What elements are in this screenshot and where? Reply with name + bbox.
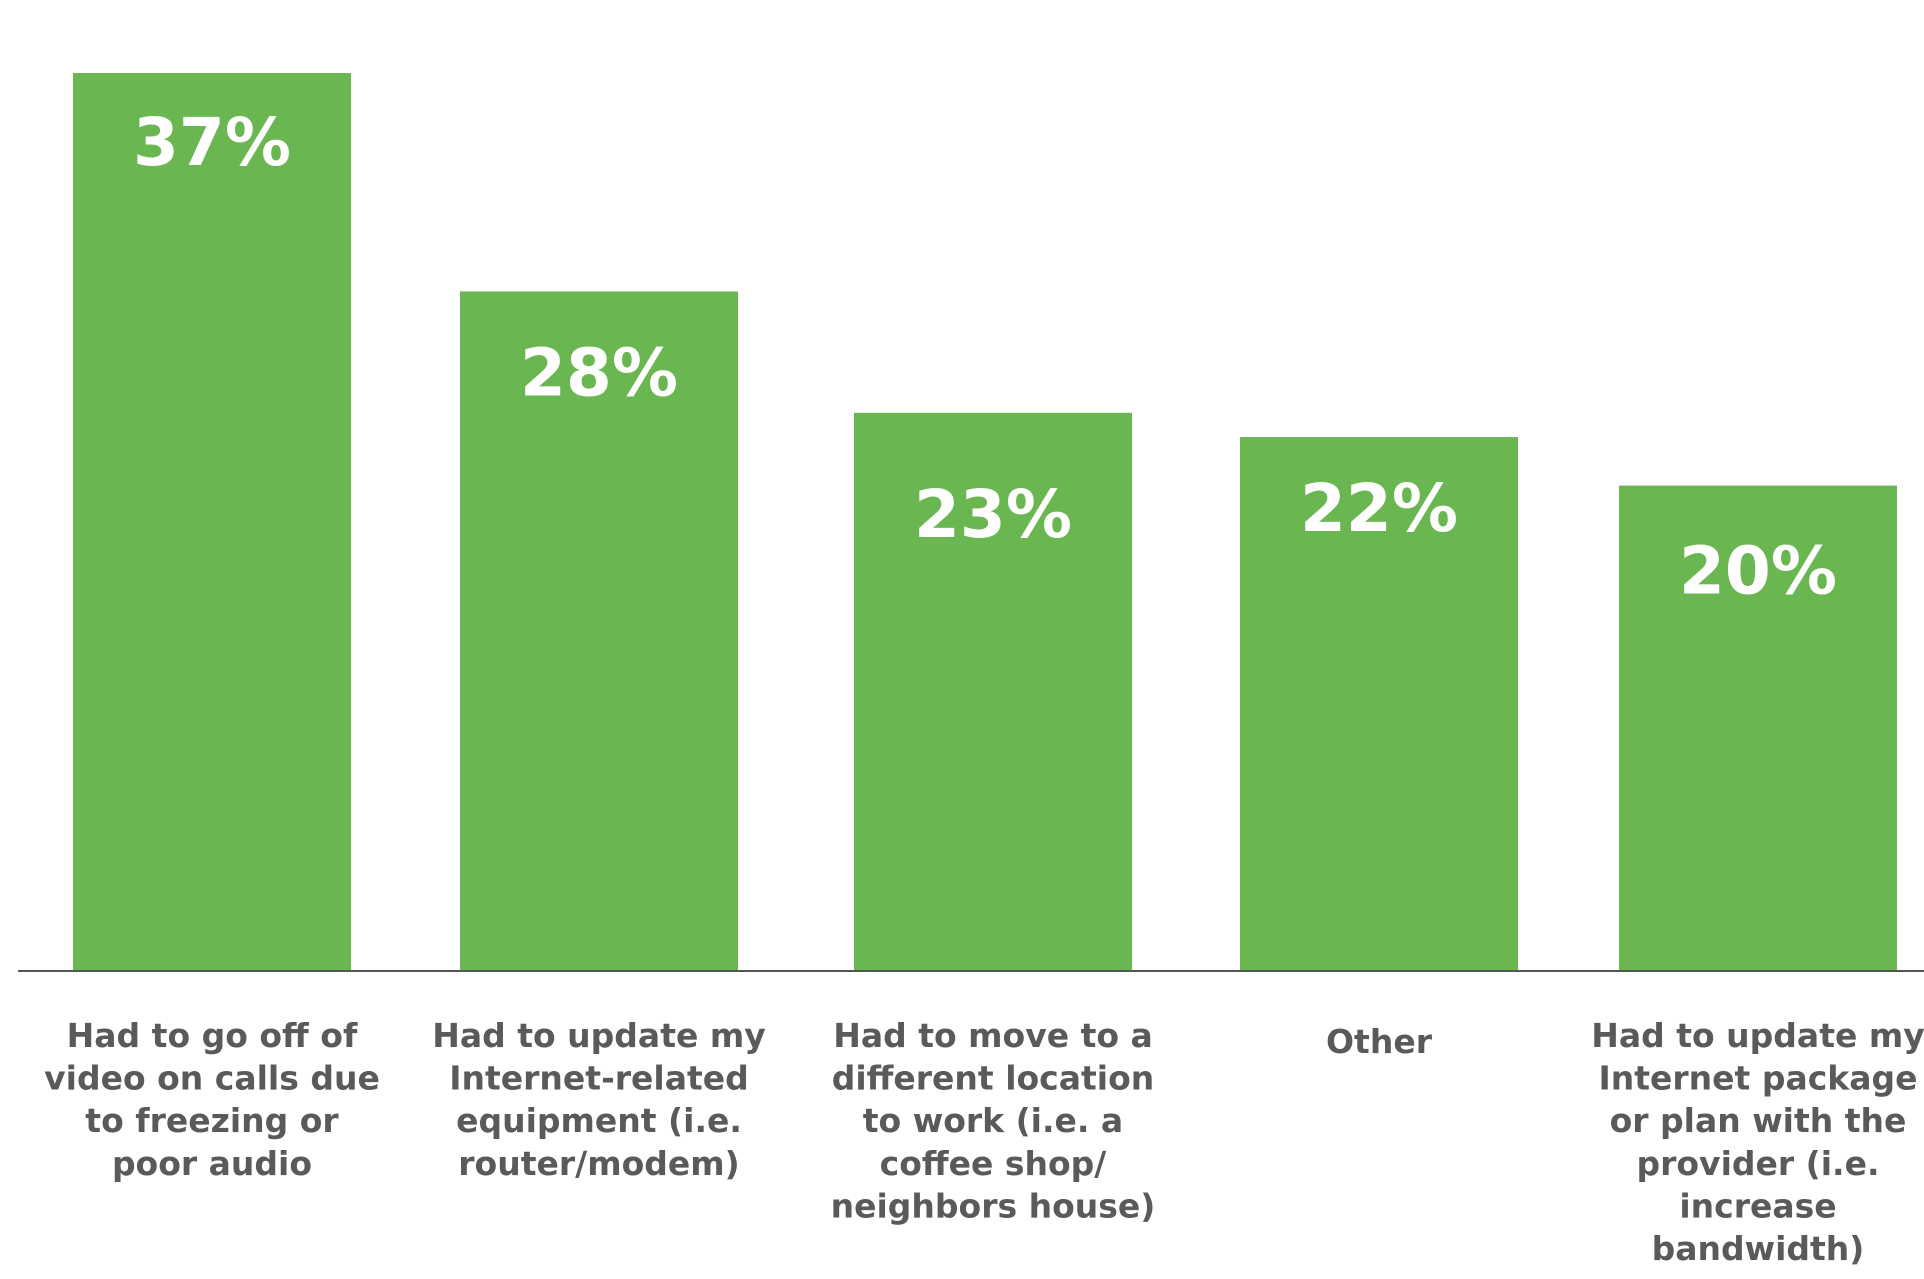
category-label-line: router/modem) <box>458 1144 739 1183</box>
category-label-line: Internet package <box>1598 1059 1917 1098</box>
category-label-line: poor audio <box>112 1144 312 1183</box>
bar-2 <box>460 291 738 971</box>
value-label-4: 22% <box>1300 470 1458 547</box>
category-label-line: to freezing or <box>85 1101 339 1140</box>
value-label-3: 23% <box>914 476 1072 553</box>
category-label-3: Had to move to a different location to wor… <box>831 1016 1156 1225</box>
bar-3 <box>854 412 1132 971</box>
category-label-line: neighbors house) <box>831 1186 1156 1225</box>
bars-group <box>73 73 1897 971</box>
category-label-line: video on calls due <box>44 1059 380 1098</box>
category-label-5: Had to update my Internet package or plan … <box>1591 1016 1924 1268</box>
category-label-line: coffee shop/ <box>880 1144 1108 1183</box>
value-label-2: 28% <box>520 334 678 411</box>
category-label-line: or plan with the <box>1610 1101 1907 1140</box>
category-label-line: Other <box>1326 1022 1433 1061</box>
category-label-line: increase <box>1679 1186 1836 1225</box>
category-label-line: bandwidth) <box>1652 1229 1865 1268</box>
category-label-line: provider (i.e. <box>1636 1144 1879 1183</box>
bar-5 <box>1619 485 1897 971</box>
value-label-5: 20% <box>1679 533 1837 610</box>
category-label-line: Internet-related <box>449 1059 749 1098</box>
category-label-line: Had to update my <box>432 1016 765 1055</box>
category-label-2: Had to update my Internet-related equipmen… <box>432 1016 765 1183</box>
category-label-4: Other <box>1326 1022 1433 1061</box>
value-label-1: 37% <box>133 104 291 181</box>
category-label-line: Had to move to a <box>833 1016 1153 1055</box>
category-labels-group: Had to go off of video on calls due to fre… <box>44 1016 1924 1268</box>
category-label-line: different location <box>832 1059 1155 1098</box>
category-label-line: Had to update my <box>1591 1016 1924 1055</box>
bar-1 <box>73 73 351 971</box>
category-label-line: Had to go off of <box>67 1016 358 1055</box>
category-label-line: equipment (i.e. <box>456 1101 742 1140</box>
value-labels-group: 37% 28% 23% 22% 20% <box>133 104 1837 610</box>
category-label-1: Had to go off of video on calls due to fre… <box>44 1016 380 1183</box>
bar-4 <box>1240 437 1518 971</box>
category-label-line: to work (i.e. a <box>863 1101 1123 1140</box>
